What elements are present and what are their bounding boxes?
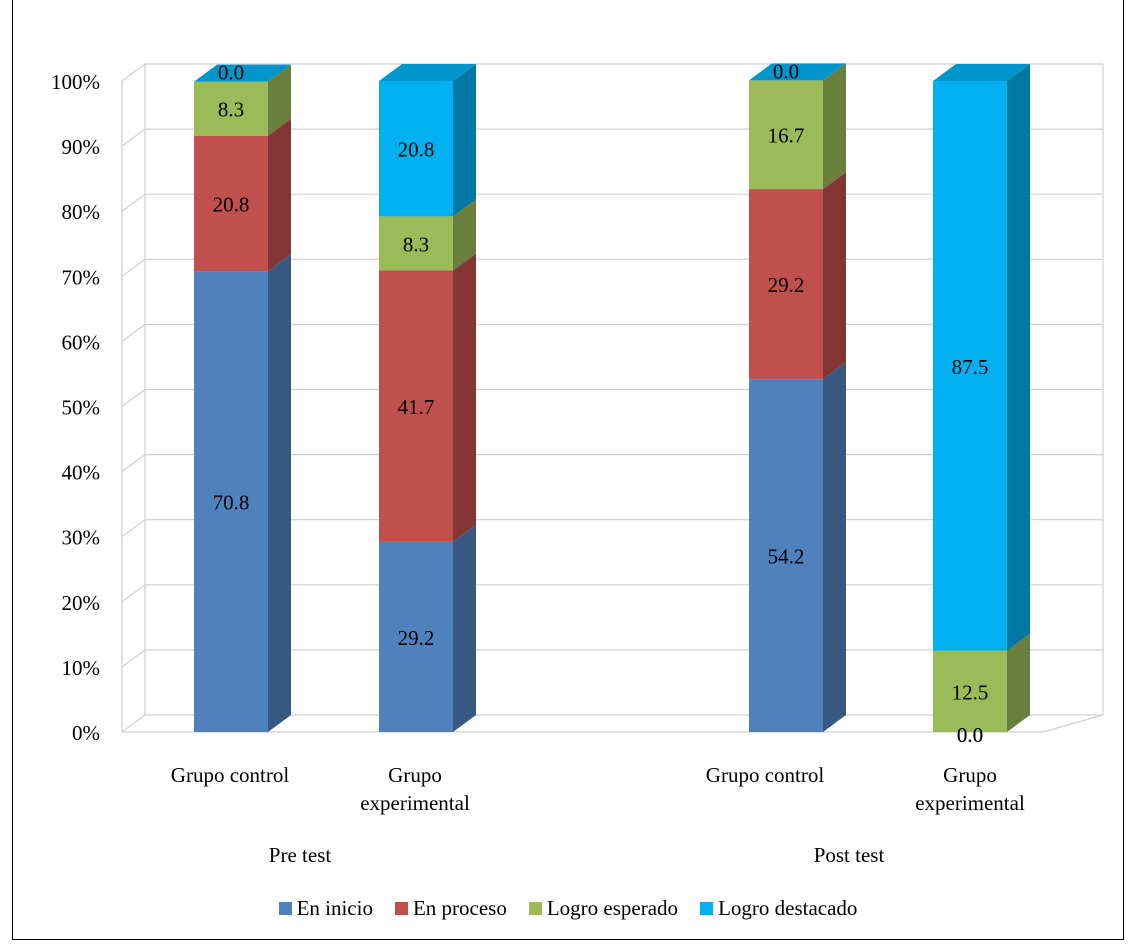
bar-segment	[749, 189, 823, 380]
data-label: 12.5	[952, 680, 989, 704]
category-label: Grupo control	[706, 763, 825, 787]
legend-label: Logro esperado	[546, 896, 679, 920]
data-label: 0.0	[773, 59, 799, 83]
bar-segment-side	[268, 118, 291, 272]
legend-swatch	[394, 902, 408, 915]
legend-swatch	[528, 902, 542, 915]
bar-top-face	[933, 64, 1030, 81]
gridline-side	[121, 258, 146, 277]
data-label: 20.8	[398, 138, 435, 162]
data-label: 16.7	[768, 124, 805, 148]
bar-segment	[379, 270, 453, 542]
bar-segment-side	[1007, 64, 1030, 651]
data-label: 41.7	[398, 395, 435, 419]
category-label: experimental	[915, 791, 1025, 815]
legend-item: Logro destacado	[700, 896, 857, 921]
legend-item: Logro esperado	[528, 896, 679, 921]
bar-segment-side	[268, 254, 291, 733]
y-tick-label: 50%	[62, 396, 101, 420]
bar-segment	[194, 81, 268, 136]
bar-top-face	[194, 64, 291, 82]
bar-segment-side	[823, 362, 846, 732]
legend-label: En proceso	[412, 896, 507, 920]
gridline-side	[121, 63, 146, 82]
gridline-side	[121, 649, 146, 668]
data-label: 0.0	[218, 61, 244, 85]
bar-segment	[379, 216, 453, 271]
data-label: 20.8	[213, 192, 250, 216]
gridline-side	[121, 323, 146, 342]
data-label: 70.8	[213, 491, 250, 515]
legend-item: En proceso	[394, 896, 507, 921]
y-tick-label: 60%	[62, 330, 101, 354]
bar-top-face	[749, 63, 846, 81]
data-label: 0.0	[957, 723, 983, 747]
y-tick-label: 0%	[72, 721, 100, 745]
bar-segment	[749, 379, 823, 732]
legend-swatch	[700, 902, 714, 915]
bar-segment-side	[823, 63, 846, 190]
category-label: Grupo	[943, 763, 997, 787]
gridline-side	[121, 193, 146, 212]
bar-segment-side	[453, 524, 476, 732]
bar-segment	[933, 81, 1007, 651]
y-tick-label: 30%	[62, 526, 101, 550]
category-label: Grupo control	[171, 763, 290, 787]
gridline-side	[121, 389, 146, 407]
legend-swatch	[278, 902, 292, 915]
y-tick-label: 10%	[62, 656, 101, 680]
y-tick-label: 100%	[51, 70, 100, 94]
legend-label: Logro destacado	[718, 896, 858, 920]
bar-segment	[933, 650, 1007, 732]
y-tick-label: 80%	[62, 200, 101, 224]
y-tick-label: 90%	[62, 135, 101, 159]
group-label: Post test	[814, 843, 885, 867]
bar-segment	[194, 135, 268, 272]
bar-top-face	[379, 64, 476, 81]
bar-segment	[194, 271, 268, 732]
data-label: 8.3	[218, 98, 244, 122]
bar-segment	[379, 541, 453, 732]
gridline-side	[121, 519, 146, 538]
data-label: 87.5	[952, 355, 989, 379]
legend-label: En inicio	[296, 896, 373, 920]
bar-segment	[749, 80, 823, 190]
legend-item: En inicio	[278, 896, 373, 921]
gridline-side	[121, 128, 146, 147]
gridline-side	[121, 454, 146, 473]
bar-segment-side	[453, 64, 476, 217]
data-label: 29.2	[768, 273, 805, 297]
y-tick-label: 40%	[62, 461, 101, 485]
y-tick-label: 20%	[62, 591, 101, 615]
data-label: 54.2	[768, 545, 805, 569]
category-label: Grupo	[388, 763, 442, 787]
y-tick-label: 70%	[62, 265, 101, 289]
data-label: 0.0	[957, 723, 983, 747]
bar-segment-side	[453, 199, 476, 271]
bar-segment-side	[268, 64, 291, 136]
chart-legend: En inicio En proceso Logro esperado Logro d…	[0, 896, 1136, 921]
data-label: 29.2	[398, 626, 435, 650]
gridline-side	[121, 714, 146, 733]
group-label: Pre test	[269, 843, 332, 867]
gridline-side	[121, 584, 146, 603]
bar-segment	[379, 81, 453, 217]
bar-segment-side	[823, 172, 846, 380]
data-label: 8.3	[403, 232, 429, 256]
bar-segment-side	[453, 253, 476, 542]
category-label: experimental	[360, 791, 470, 815]
bar-segment-side	[1007, 633, 1030, 732]
